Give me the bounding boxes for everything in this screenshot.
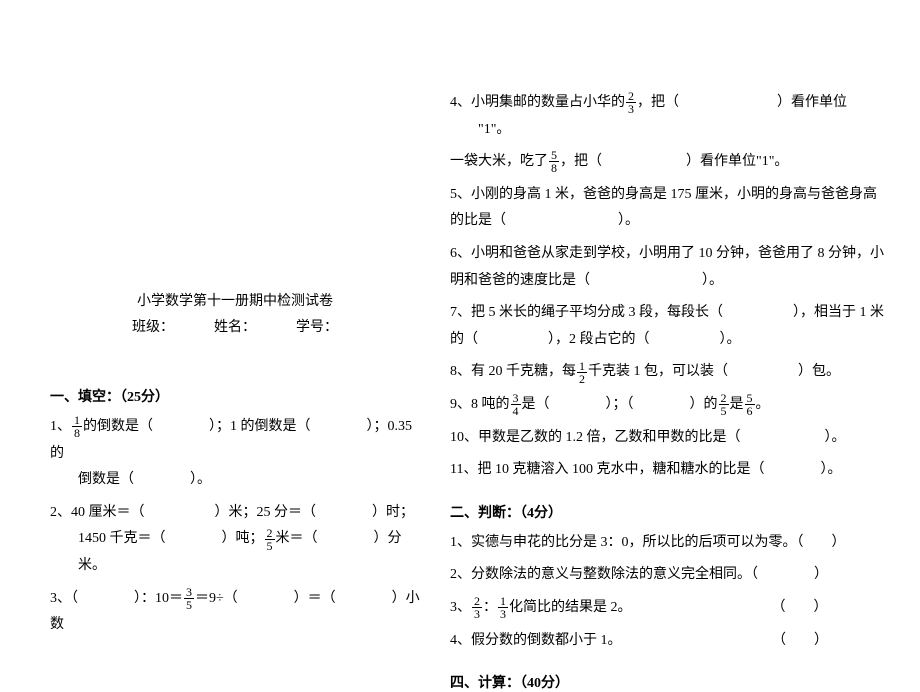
q4-text4: 一袋大米，吃了 [450, 154, 548, 169]
frac-2-3b: 23 [472, 595, 482, 620]
s2-q4: 4、假分数的倒数都小于 1。 （ ） [450, 628, 890, 655]
q1-text: 的倒数是（ ）；1 的倒数是（ ）；0.35 的 [50, 419, 412, 461]
class-label: 班级： [132, 316, 174, 336]
q9-text4: 。 [756, 397, 770, 412]
q3: 3、（ ）：10＝35＝9÷（ ）＝（ ）小数 [50, 586, 420, 639]
q8-text1: 8、有 20 千克糖，每 [450, 364, 576, 379]
frac-1-3: 13 [498, 595, 508, 620]
title-block: 小学数学第十一册期中检测试卷 班级： 姓名： 学号： [50, 290, 420, 336]
q1: 1、18的倒数是（ ）；1 的倒数是（ ）；0.35 的 倒数是（ ）。 [50, 414, 420, 494]
q4-text3: "1"。 [450, 117, 890, 144]
left-column: 小学数学第十一册期中检测试卷 班级： 姓名： 学号： 一、填空：（25分） 1、… [50, 90, 450, 621]
frac-1-8: 18 [72, 414, 82, 439]
s2-q1: 1、实德与申花的比分是 3：0，所以比的后项可以为零。（ ） [450, 530, 890, 557]
section4-heading: 四、计算：（40分） [450, 672, 890, 692]
q8: 8、有 20 千克糖，每12千克装 1 包，可以装（ ）包。 [450, 359, 890, 386]
right-column: 4、小明集邮的数量占小华的23，把（ ）看作单位 "1"。 一袋大米，吃了58，… [450, 90, 890, 621]
frac-2-3: 23 [626, 90, 636, 115]
frac-3-4: 34 [511, 392, 521, 417]
frac-5-6: 56 [745, 392, 755, 417]
s2-q2: 2、分数除法的意义与整数除法的意义完全相同。（ ） [450, 562, 890, 589]
q6: 6、小明和爸爸从家走到学校，小明用了 10 分钟，爸爸用了 8 分钟，小明和爸爸… [450, 241, 890, 294]
q2-text: 1450 千克＝（ ）吨； [78, 531, 264, 546]
frac-2-5b: 25 [719, 392, 729, 417]
q9: 9、8 吨的34是（ ）；（ ）的25是56。 [450, 392, 890, 419]
q10: 10、甲数是乙数的 1.2 倍，乙数和甲数的比是（ ）。 [450, 425, 890, 452]
s2q3-text2: ： [483, 600, 497, 615]
q4-text2: ，把（ ）看作单位 [637, 95, 847, 110]
exam-title: 小学数学第十一册期中检测试卷 [50, 290, 420, 310]
s2-q3: 3、23：13化简比的结果是 2。 （ ） [450, 595, 890, 622]
q1-cont: 倒数是（ ）。 [50, 467, 420, 494]
q4-text1: 4、小明集邮的数量占小华的 [450, 95, 625, 110]
s2q3-text3: 化简比的结果是 2。 （ ） [509, 600, 828, 615]
frac-5-8: 58 [549, 149, 559, 174]
student-info: 班级： 姓名： 学号： [50, 316, 420, 336]
q11: 11、把 10 克糖溶入 100 克水中，糖和糖水的比是（ ）。 [450, 457, 890, 484]
frac-3-5: 35 [184, 586, 194, 611]
q9-text1: 9、8 吨的 [450, 397, 510, 412]
q8-text2: 千克装 1 包，可以装（ ）包。 [588, 364, 840, 379]
s2q3-text1: 3、 [450, 600, 471, 615]
q2-line1: 2、40 厘米＝（ ）米；25 分＝（ ）时； [50, 500, 420, 527]
q2-line2: 1450 千克＝（ ）吨；25米＝（ ）分米。 [50, 526, 420, 579]
q3-text1: 3、（ ）：10＝ [50, 591, 183, 606]
q4: 4、小明集邮的数量占小华的23，把（ ）看作单位 "1"。 [450, 90, 890, 143]
id-label: 学号： [296, 316, 338, 336]
name-label: 姓名： [214, 316, 256, 336]
q9-text2: 是（ ）；（ ）的 [522, 397, 718, 412]
q2: 2、40 厘米＝（ ）米；25 分＝（ ）时； 1450 千克＝（ ）吨；25米… [50, 500, 420, 580]
q9-text3: 是 [730, 397, 744, 412]
frac-2-5: 25 [265, 527, 275, 552]
q7: 7、把 5 米长的绳子平均分成 3 段，每段长（ ），相当于 1 米的（ ），2… [450, 300, 890, 353]
section1-heading: 一、填空：（25分） [50, 386, 420, 406]
frac-1-2: 12 [577, 360, 587, 385]
q5: 5、小刚的身高 1 米，爸爸的身高是 175 厘米，小明的身高与爸爸身高的比是（… [450, 182, 890, 235]
section2-heading: 二、判断：（4分） [450, 502, 890, 522]
q4-part2: 一袋大米，吃了58，把（ ）看作单位"1"。 [450, 149, 890, 176]
q1-prefix: 1、 [50, 419, 71, 434]
q4-text5: ，把（ ）看作单位"1"。 [560, 154, 788, 169]
